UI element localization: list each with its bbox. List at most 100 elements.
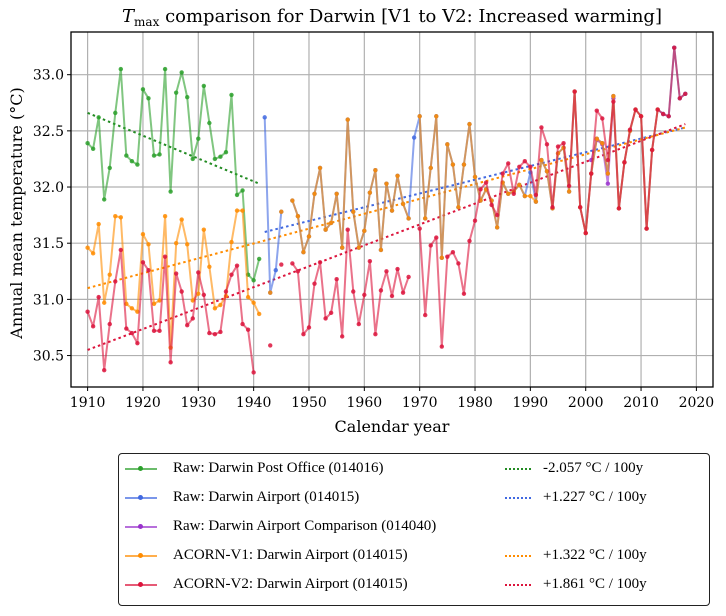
data-point — [434, 114, 439, 119]
data-point — [566, 183, 572, 189]
data-point — [306, 325, 312, 330]
data-point — [655, 107, 660, 112]
y-tick-label: 33.0 — [33, 68, 64, 84]
data-point — [439, 255, 445, 261]
data-point — [367, 258, 373, 264]
x-tick-label: 1980 — [457, 395, 493, 411]
data-point — [649, 147, 655, 153]
data-point — [157, 328, 162, 334]
data-point — [113, 110, 118, 116]
legend-dotted-line-icon — [505, 464, 531, 474]
data-point — [173, 241, 179, 246]
data-point — [102, 197, 107, 202]
data-point — [334, 191, 339, 196]
title-symbol: T — [122, 6, 136, 27]
data-point — [522, 158, 528, 164]
data-point — [339, 245, 345, 250]
data-point — [572, 89, 577, 94]
legend-label: Raw: Darwin Post Office (014016) — [173, 460, 384, 476]
data-point — [577, 205, 583, 210]
data-point — [168, 360, 173, 365]
data-point — [506, 161, 511, 166]
data-point — [472, 218, 478, 223]
data-point — [378, 247, 384, 253]
series-line — [86, 68, 261, 282]
data-point — [478, 187, 483, 192]
data-point — [279, 209, 284, 214]
legend-item-acorn-v1: ACORN-V1: Darwin Airport (014015) — [125, 547, 408, 564]
data-point — [262, 115, 267, 120]
data-point — [240, 321, 245, 327]
data-point — [328, 220, 334, 226]
data-point — [218, 329, 223, 335]
data-point — [583, 230, 588, 236]
data-point — [494, 212, 500, 218]
legend-item-raw-post-office: Raw: Darwin Post Office (014016) — [125, 460, 384, 477]
y-tick-label: 32.5 — [33, 124, 64, 140]
legend-label: Raw: Darwin Airport Comparison (014040) — [173, 518, 437, 534]
chart-title: Tmax comparison for Darwin [V1 to V2: In… — [122, 6, 662, 29]
data-point — [555, 144, 561, 149]
data-point — [295, 214, 301, 219]
data-point — [196, 270, 201, 275]
data-point — [290, 261, 295, 266]
legend-item-trend-post-office: -2.057 °C / 100y — [505, 460, 643, 477]
data-point — [494, 225, 500, 230]
data-point — [611, 99, 616, 104]
data-point — [201, 227, 207, 232]
data-point — [245, 294, 251, 300]
data-point — [539, 157, 544, 163]
data-point — [683, 91, 688, 96]
data-point — [660, 111, 666, 117]
data-point — [450, 162, 456, 167]
legend-label: ACORN-V1: Darwin Airport (014015) — [173, 547, 408, 563]
y-tick-label: 31.5 — [33, 236, 64, 252]
data-point — [190, 316, 195, 321]
data-point — [400, 290, 406, 295]
data-point — [279, 262, 284, 267]
data-point — [162, 66, 168, 72]
data-point — [162, 254, 168, 259]
data-point — [234, 192, 240, 198]
data-point — [207, 330, 212, 336]
legend-line-icon — [125, 493, 157, 503]
data-point — [483, 180, 489, 185]
data-point — [201, 292, 207, 298]
data-point — [489, 202, 494, 208]
y-tick-label: 31.0 — [33, 292, 64, 308]
data-point — [190, 156, 195, 162]
y-tick-label: 32.0 — [33, 180, 64, 196]
data-point — [290, 198, 295, 203]
data-point — [102, 300, 107, 305]
data-point — [173, 90, 179, 95]
data-point — [389, 208, 395, 213]
data-point — [151, 153, 157, 158]
data-point — [157, 298, 162, 303]
y-tick-label: 30.5 — [33, 349, 64, 365]
data-point — [212, 156, 218, 162]
data-point — [356, 321, 361, 327]
data-point — [566, 189, 572, 194]
series-line — [86, 46, 686, 373]
data-point — [423, 216, 428, 221]
data-point — [129, 330, 135, 336]
data-point — [173, 271, 179, 276]
data-point — [140, 232, 146, 237]
data-point — [605, 181, 611, 186]
data-point — [550, 205, 555, 210]
data-point — [622, 160, 627, 165]
data-point — [251, 370, 256, 375]
x-tick-label: 1910 — [70, 395, 106, 411]
data-point — [85, 309, 90, 314]
data-point — [107, 165, 112, 171]
data-point — [467, 238, 472, 244]
legend-trend-label: +1.322 °C / 100y — [543, 547, 647, 563]
data-point — [500, 171, 505, 176]
data-point — [96, 115, 101, 120]
data-point — [196, 136, 201, 141]
legend-dotted-line-icon — [505, 493, 531, 503]
data-point — [301, 249, 306, 255]
x-tick-label: 1950 — [291, 395, 327, 411]
data-point — [406, 274, 411, 280]
data-point — [168, 189, 173, 194]
